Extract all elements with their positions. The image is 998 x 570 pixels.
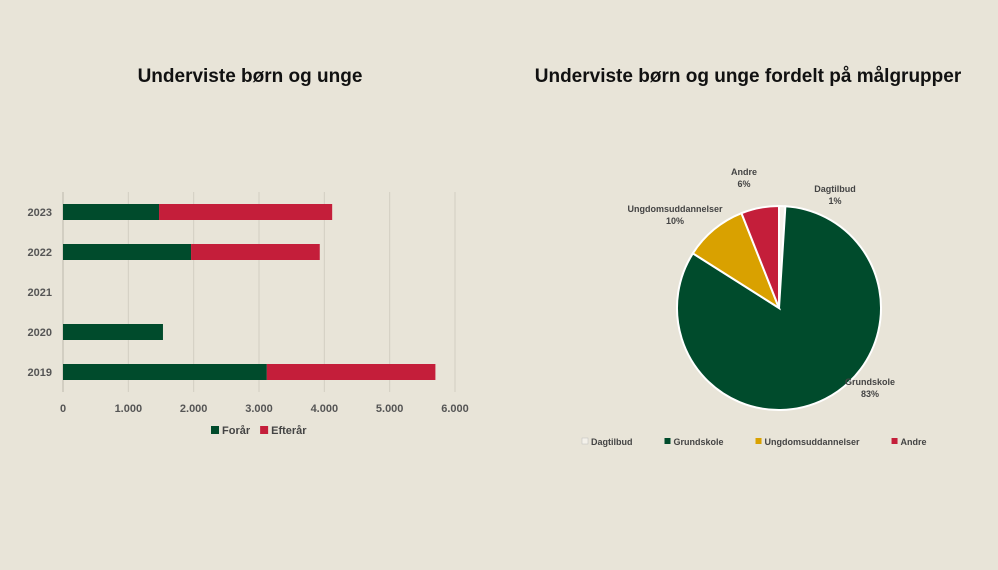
pie-slice-andre: [740, 204, 780, 309]
legend-swatch: [891, 438, 898, 444]
x-tick-label: 6.000: [441, 403, 469, 415]
bar-forår: [63, 324, 163, 340]
pie-chart-title: Underviste børn og unge fordelt på målgr…: [534, 66, 962, 87]
pie-label-value: 1%: [828, 196, 841, 206]
x-tick-label: 1.000: [115, 403, 143, 415]
x-tick-label: 2.000: [180, 403, 208, 415]
pie-label-value: 83%: [861, 389, 879, 399]
legend-label: Forår: [222, 425, 251, 437]
legend-swatch: [581, 437, 589, 445]
y-tick-label: 2020: [28, 327, 52, 339]
pie-label-value: 6%: [737, 179, 750, 189]
legend-label: Andre: [901, 437, 927, 447]
y-tick-label: 2021: [28, 287, 52, 299]
pie-label-value: 10%: [666, 216, 684, 226]
y-tick-label: 2022: [28, 247, 52, 259]
legend-swatch: [211, 426, 219, 434]
legend-swatch: [755, 438, 762, 444]
bar-efterår: [191, 244, 320, 260]
x-tick-label: 0: [60, 403, 66, 415]
x-tick-label: 3.000: [245, 403, 273, 415]
bar-efterår: [266, 364, 436, 380]
pie-label-name: Ungdomsuddannelser: [627, 204, 723, 214]
pie-label-name: Dagtilbud: [814, 184, 856, 194]
y-tick-label: 2019: [28, 367, 52, 379]
legend-label: Efterår: [271, 425, 307, 437]
x-tick-label: 5.000: [376, 403, 404, 415]
bar-forår: [63, 364, 267, 380]
bar-chart-title: Underviste børn og unge: [137, 66, 363, 87]
legend-label: Grundskole: [674, 437, 724, 447]
x-tick-label: 4.000: [311, 403, 339, 415]
bar-forår: [63, 244, 192, 260]
pie-label-name: Andre: [731, 167, 757, 177]
legend-label: Ungdomsuddannelser: [765, 437, 861, 447]
legend-swatch: [260, 426, 269, 434]
legend-label: Dagtilbud: [591, 437, 633, 447]
y-tick-label: 2023: [28, 207, 52, 219]
legend-swatch: [664, 438, 671, 444]
bar-efterår: [159, 204, 333, 220]
pie-label-name: Grundskole: [845, 377, 895, 387]
bar-forår: [63, 204, 160, 220]
